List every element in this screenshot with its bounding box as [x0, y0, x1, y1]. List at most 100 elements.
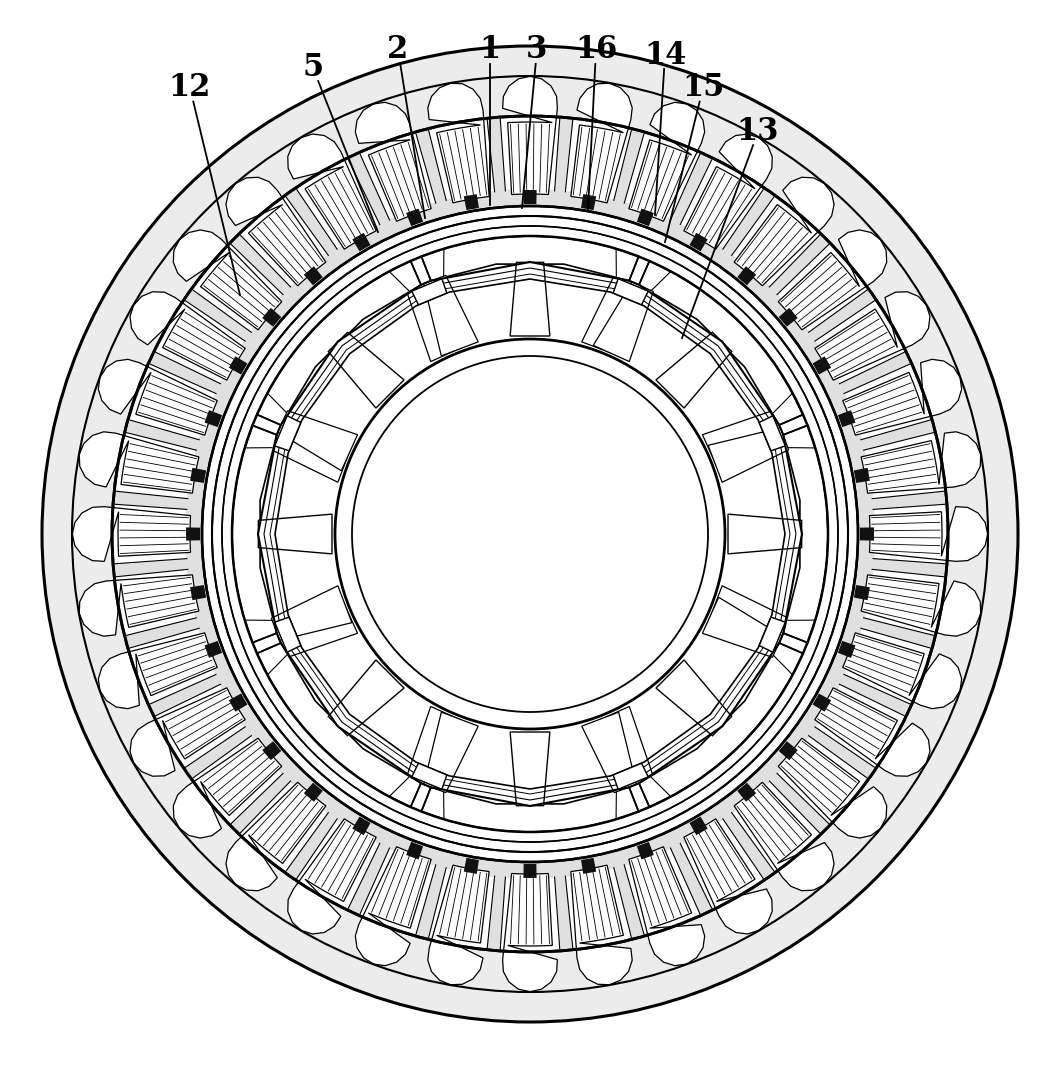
- Polygon shape: [759, 617, 785, 653]
- Circle shape: [335, 339, 725, 729]
- Polygon shape: [732, 197, 819, 286]
- Polygon shape: [778, 245, 867, 332]
- Polygon shape: [329, 660, 404, 736]
- Text: 14: 14: [643, 40, 686, 70]
- Polygon shape: [271, 428, 352, 483]
- Polygon shape: [779, 308, 798, 327]
- Polygon shape: [813, 357, 831, 375]
- Polygon shape: [816, 301, 904, 383]
- Polygon shape: [205, 410, 223, 427]
- Polygon shape: [860, 528, 874, 540]
- Circle shape: [42, 46, 1018, 1022]
- Text: 15: 15: [682, 73, 724, 104]
- Polygon shape: [232, 425, 277, 643]
- Polygon shape: [565, 121, 632, 200]
- Polygon shape: [614, 279, 648, 304]
- Polygon shape: [778, 736, 867, 823]
- Polygon shape: [406, 842, 423, 860]
- Polygon shape: [624, 134, 700, 219]
- Text: 3: 3: [527, 34, 548, 65]
- Polygon shape: [275, 415, 301, 451]
- Polygon shape: [581, 194, 596, 210]
- Polygon shape: [190, 468, 207, 483]
- Polygon shape: [853, 585, 870, 600]
- Polygon shape: [708, 428, 789, 483]
- Text: 1: 1: [479, 34, 500, 65]
- Polygon shape: [759, 415, 785, 451]
- Polygon shape: [352, 817, 371, 835]
- Polygon shape: [845, 364, 930, 440]
- Polygon shape: [778, 230, 887, 330]
- Polygon shape: [229, 357, 247, 375]
- Text: 13: 13: [737, 116, 779, 147]
- Polygon shape: [241, 197, 328, 286]
- Polygon shape: [684, 135, 773, 249]
- Polygon shape: [869, 506, 988, 562]
- Polygon shape: [130, 688, 245, 776]
- Polygon shape: [464, 194, 479, 210]
- Polygon shape: [681, 819, 763, 908]
- Polygon shape: [130, 292, 245, 380]
- Polygon shape: [581, 858, 596, 874]
- Polygon shape: [759, 617, 785, 653]
- Polygon shape: [262, 741, 281, 760]
- Polygon shape: [865, 569, 943, 635]
- Polygon shape: [779, 741, 798, 760]
- Polygon shape: [422, 236, 638, 281]
- Polygon shape: [99, 359, 217, 435]
- Polygon shape: [229, 693, 247, 711]
- Polygon shape: [412, 279, 446, 304]
- Polygon shape: [424, 276, 478, 356]
- Polygon shape: [708, 585, 789, 640]
- Polygon shape: [278, 411, 357, 471]
- Polygon shape: [412, 764, 446, 789]
- Text: 2: 2: [387, 34, 408, 65]
- Polygon shape: [352, 233, 371, 251]
- Polygon shape: [500, 878, 560, 951]
- Polygon shape: [861, 431, 980, 493]
- Polygon shape: [304, 266, 323, 285]
- Polygon shape: [156, 685, 244, 767]
- Polygon shape: [624, 849, 700, 934]
- Polygon shape: [614, 764, 648, 789]
- Polygon shape: [412, 764, 446, 789]
- Polygon shape: [262, 308, 281, 327]
- Polygon shape: [853, 468, 870, 483]
- Polygon shape: [428, 868, 495, 947]
- Polygon shape: [226, 177, 325, 286]
- Polygon shape: [629, 103, 705, 221]
- Polygon shape: [816, 685, 904, 767]
- Polygon shape: [407, 282, 466, 362]
- Polygon shape: [656, 660, 731, 736]
- Polygon shape: [502, 874, 558, 992]
- Polygon shape: [205, 641, 223, 658]
- Polygon shape: [355, 103, 431, 221]
- Polygon shape: [874, 504, 946, 564]
- Polygon shape: [428, 121, 495, 200]
- Polygon shape: [80, 575, 199, 637]
- Polygon shape: [510, 263, 550, 336]
- Circle shape: [112, 116, 948, 952]
- Polygon shape: [582, 276, 636, 356]
- Polygon shape: [186, 528, 200, 540]
- Circle shape: [112, 116, 948, 952]
- Polygon shape: [117, 433, 195, 499]
- Polygon shape: [72, 506, 191, 562]
- Polygon shape: [681, 160, 763, 249]
- Polygon shape: [732, 782, 819, 871]
- Polygon shape: [614, 764, 648, 789]
- Polygon shape: [304, 783, 323, 802]
- Polygon shape: [594, 282, 653, 362]
- Polygon shape: [156, 301, 244, 383]
- Polygon shape: [355, 847, 431, 965]
- Polygon shape: [861, 575, 980, 637]
- Polygon shape: [500, 117, 560, 190]
- Text: 12: 12: [169, 73, 211, 104]
- Polygon shape: [287, 819, 376, 933]
- Polygon shape: [130, 628, 215, 704]
- Polygon shape: [275, 415, 301, 451]
- Polygon shape: [594, 706, 653, 786]
- Polygon shape: [193, 736, 282, 823]
- Polygon shape: [837, 410, 855, 427]
- Circle shape: [202, 206, 858, 862]
